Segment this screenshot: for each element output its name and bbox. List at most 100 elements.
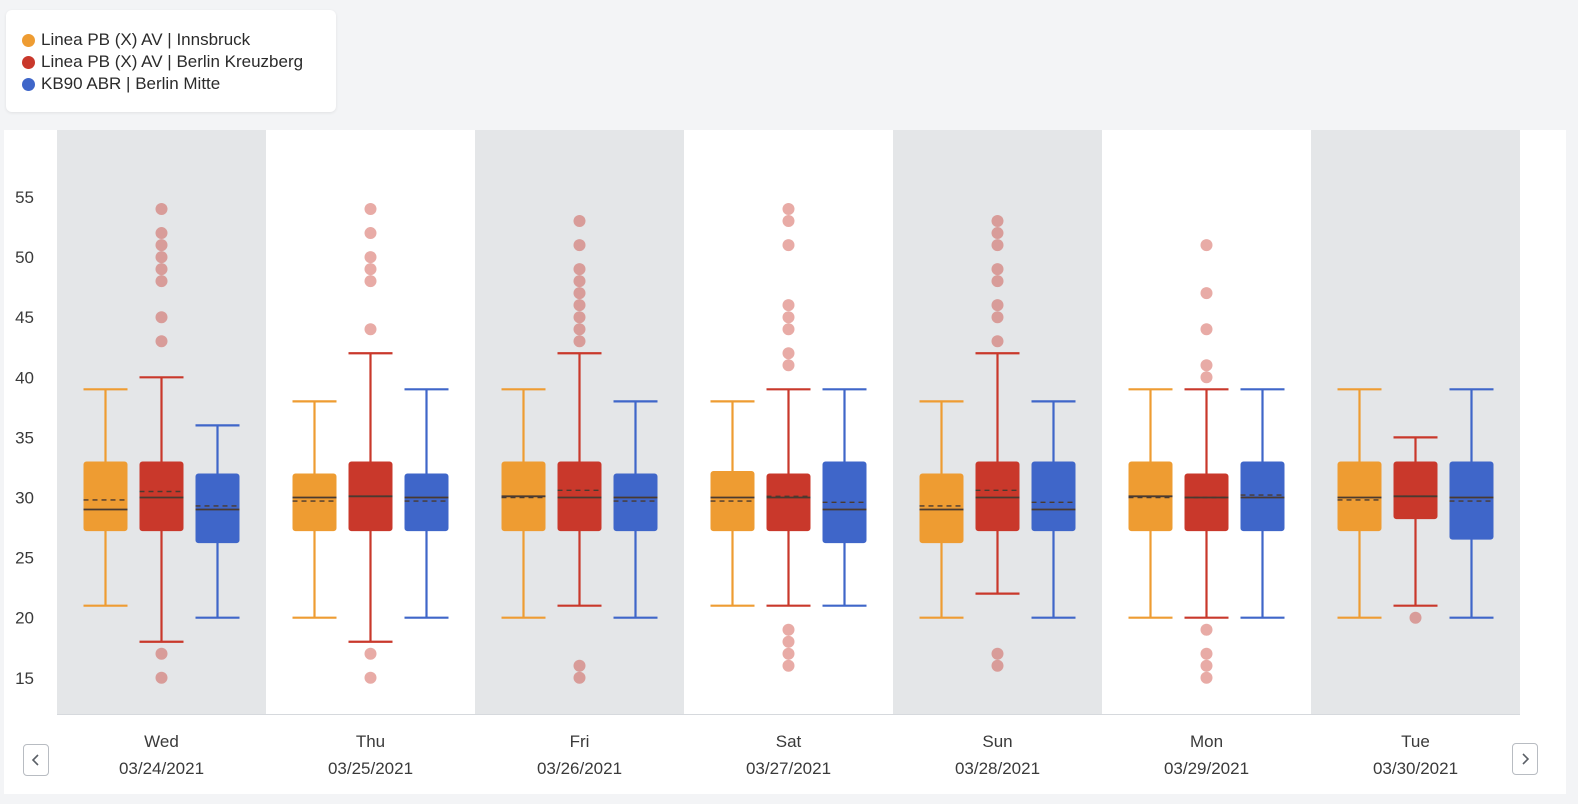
legend-dot-icon: [22, 33, 35, 47]
x-tick-day-label: Sat: [776, 732, 802, 751]
outlier-point: [991, 239, 1004, 252]
x-tick-date-label: 03/25/2021: [328, 759, 413, 778]
outlier-point: [1200, 659, 1213, 672]
outlier-point: [1200, 359, 1213, 372]
outlier-point: [991, 299, 1004, 312]
outlier-point: [782, 359, 795, 372]
prev-page-button[interactable]: [23, 744, 49, 776]
legend-item-berlin-mitte[interactable]: KB90 ABR | Berlin Mitte: [22, 74, 220, 94]
outlier-point: [1200, 239, 1213, 252]
outlier-point: [991, 335, 1004, 348]
outlier-point: [364, 323, 377, 336]
outlier-point: [782, 215, 795, 228]
outlier-point: [364, 671, 377, 684]
outlier-point: [991, 215, 1004, 228]
legend-label: KB90 ABR | Berlin Mitte: [41, 74, 221, 93]
outlier-point: [991, 227, 1004, 240]
outlier-point: [782, 635, 795, 648]
outlier-point: [364, 251, 377, 264]
box-iqr: [1184, 473, 1229, 532]
outlier-point: [155, 275, 168, 288]
outlier-point: [573, 287, 586, 300]
outlier-point: [1200, 323, 1213, 336]
box-iqr: [83, 461, 128, 532]
outlier-point: [573, 215, 586, 228]
x-tick-day-label: Thu: [356, 732, 385, 751]
outlier-point: [782, 299, 795, 312]
box-iqr: [139, 461, 184, 532]
category-band: [1311, 130, 1520, 714]
x-tick-date-label: 03/26/2021: [537, 759, 622, 778]
y-tick-label: 30: [15, 489, 34, 508]
y-tick-label: 50: [15, 248, 34, 267]
chart-legend: Linea PB (X) AV | Innsbruck Linea PB (X)…: [6, 10, 336, 112]
legend-dot-icon: [22, 55, 35, 69]
outlier-point: [364, 227, 377, 240]
outlier-point: [364, 263, 377, 276]
outlier-point: [991, 275, 1004, 288]
outlier-point: [782, 623, 795, 636]
outlier-point: [782, 311, 795, 324]
outlier-point: [155, 239, 168, 252]
box-iqr: [766, 473, 811, 532]
x-tick-day-label: Wed: [144, 732, 179, 751]
outlier-point: [573, 263, 586, 276]
legend-item-berlin-kreuzberg[interactable]: Linea PB (X) AV | Berlin Kreuzberg: [22, 52, 303, 72]
x-tick-day-label: Tue: [1401, 732, 1430, 751]
box-iqr: [292, 473, 337, 532]
outlier-point: [155, 671, 168, 684]
x-tick-day-label: Fri: [570, 732, 590, 751]
y-tick-label: 15: [15, 669, 34, 688]
legend-item-innsbruck[interactable]: Linea PB (X) AV | Innsbruck: [22, 30, 250, 50]
x-tick-day-label: Sun: [982, 732, 1012, 751]
y-tick-label: 45: [15, 308, 34, 327]
x-tick-date-label: 03/29/2021: [1164, 759, 1249, 778]
outlier-point: [573, 239, 586, 252]
outlier-point: [364, 203, 377, 216]
outlier-point: [1200, 371, 1213, 384]
legend-label: Linea PB (X) AV | Berlin Kreuzberg: [41, 52, 304, 71]
outlier-point: [364, 275, 377, 288]
outlier-point: [155, 311, 168, 324]
outlier-point: [991, 263, 1004, 276]
legend-dot-icon: [22, 77, 35, 91]
outlier-point: [782, 659, 795, 672]
x-tick-date-label: 03/27/2021: [746, 759, 831, 778]
box-iqr: [195, 473, 240, 544]
outlier-point: [1409, 611, 1422, 624]
outlier-point: [782, 647, 795, 660]
outlier-point: [155, 647, 168, 660]
outlier-point: [991, 659, 1004, 672]
chart-panel: 15 20 25 30 35 40 45 50 55 Wed 03/24/2021 Thu 03/25/…: [4, 130, 1566, 794]
box-iqr: [404, 473, 449, 532]
outlier-point: [1200, 623, 1213, 636]
outlier-point: [155, 335, 168, 348]
y-tick-label: 20: [15, 609, 34, 628]
next-page-button[interactable]: [1512, 743, 1538, 775]
x-tick-day-label: Mon: [1190, 732, 1223, 751]
box-plot-chart: 15 20 25 30 35 40 45 50 55 Wed 03/24/2021 Thu 03/25/…: [15, 130, 1520, 778]
x-tick-date-label: 03/30/2021: [1373, 759, 1458, 778]
box-iqr: [613, 473, 658, 532]
outlier-point: [782, 239, 795, 252]
y-tick-label: 35: [15, 428, 34, 447]
y-tick-label: 40: [15, 368, 34, 387]
legend-label: Linea PB (X) AV | Innsbruck: [41, 30, 251, 49]
outlier-point: [573, 311, 586, 324]
box-iqr: [1337, 461, 1382, 532]
outlier-point: [991, 647, 1004, 660]
outlier-point: [155, 227, 168, 240]
outlier-point: [155, 251, 168, 264]
box-iqr: [1031, 461, 1076, 532]
x-tick-date-label: 03/28/2021: [955, 759, 1040, 778]
chevron-right-icon: [1522, 753, 1530, 765]
outlier-point: [573, 323, 586, 336]
outlier-point: [1200, 647, 1213, 660]
box-iqr: [975, 461, 1020, 532]
outlier-point: [573, 671, 586, 684]
chevron-left-icon: [31, 754, 39, 766]
outlier-point: [782, 323, 795, 336]
outlier-point: [573, 275, 586, 288]
y-tick-label: 25: [15, 549, 34, 568]
outlier-point: [991, 311, 1004, 324]
